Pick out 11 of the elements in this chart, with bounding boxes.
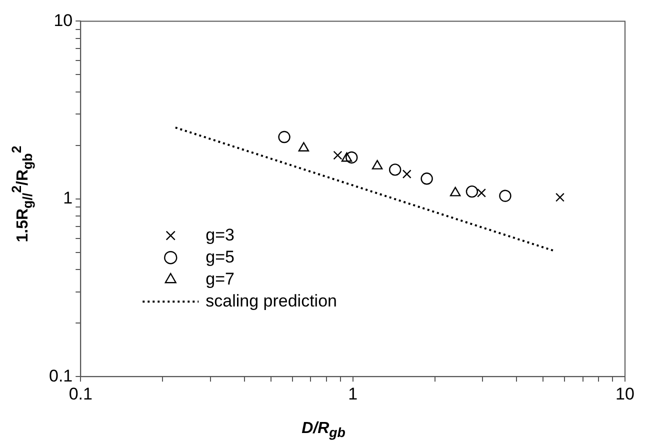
legend-label: scaling prediction — [206, 291, 337, 310]
legend-label: g=3 — [206, 225, 234, 244]
x-tick-label: 10 — [616, 384, 634, 404]
x-tick-label: 0.1 — [68, 384, 92, 404]
legend-label: g=7 — [206, 269, 234, 288]
y-tick-label: 0.1 — [48, 366, 73, 386]
y-tick-label: 1 — [63, 188, 73, 208]
y-tick-label: 10 — [54, 10, 73, 30]
legend-label: g=5 — [206, 247, 234, 266]
x-tick-label: 1 — [348, 384, 358, 404]
x-axis-title: D/R$_{gb}$ — [300, 420, 346, 440]
